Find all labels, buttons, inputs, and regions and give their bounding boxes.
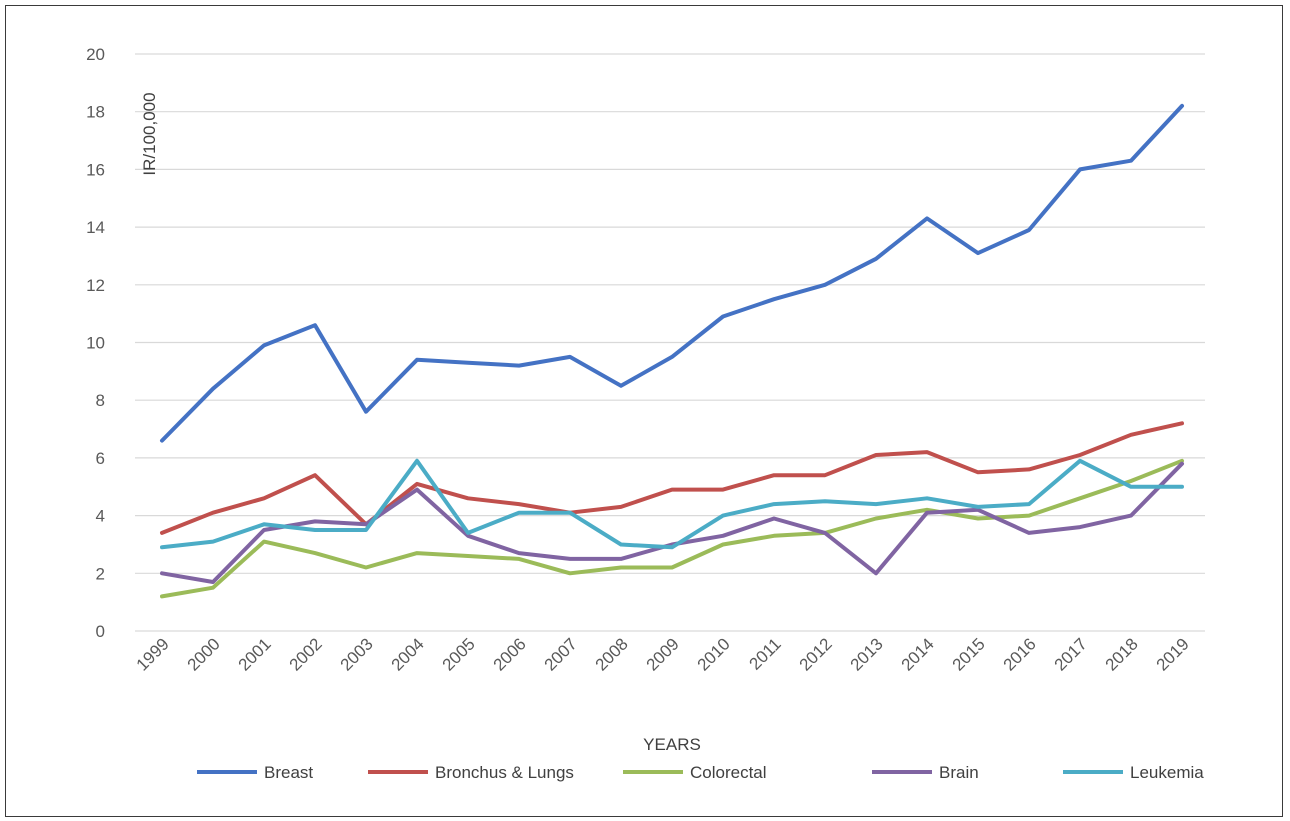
x-tick-label: 2006 [490,634,530,674]
gridlines [135,53,1205,632]
x-tick-label: 2002 [286,634,326,674]
x-tick-label: 2014 [898,634,938,674]
series-line-breast [160,103,1184,443]
series-line-colorectal [160,458,1184,599]
legend-label: Colorectal [690,763,767,782]
y-axis-ticks: 0 2 4 6 8 10 12 14 16 18 20 [86,45,105,641]
legend: Breast Bronchus & Lungs Colorectal Brain Leu… [197,763,1204,782]
y-tick-label: 4 [96,507,105,526]
series-line-bronchus-lungs [160,421,1184,535]
legend-label: Leukemia [1130,763,1204,782]
y-tick-label: 0 [96,622,105,641]
x-tick-label: 2004 [388,634,428,674]
x-axis-title: YEARS [643,735,701,754]
x-tick-label: 1999 [133,634,173,674]
x-tick-label: 2007 [541,634,581,674]
legend-label: Bronchus & Lungs [435,763,574,782]
x-tick-label: 2008 [592,634,632,674]
y-tick-label: 16 [86,160,105,179]
x-tick-label: 2019 [1153,634,1193,674]
y-tick-label: 14 [86,218,105,237]
y-tick-label: 6 [96,449,105,468]
x-tick-label: 2001 [235,634,275,674]
y-tick-label: 18 [86,103,105,122]
x-tick-label: 2009 [643,634,683,674]
legend-label: Brain [939,763,979,782]
x-tick-label: 2017 [1051,634,1091,674]
x-tick-label: 2000 [184,634,224,674]
legend-label: Breast [264,763,313,782]
y-tick-label: 12 [86,276,105,295]
chart-frame [5,5,1283,817]
y-tick-label: 10 [86,334,105,353]
x-tick-label: 2015 [949,634,989,674]
y-tick-label: 8 [96,391,105,410]
x-axis-ticks: 1999 2000 2001 2002 2003 2004 2005 2006 2007 2008… [133,634,1193,674]
x-tick-label: 2005 [439,634,479,674]
x-tick-label: 2013 [847,634,887,674]
x-tick-label: 2012 [796,634,836,674]
x-tick-label: 2018 [1102,634,1142,674]
y-tick-label: 20 [86,45,105,64]
y-axis-title: IR/100,000 [140,92,159,175]
x-tick-label: 2010 [694,634,734,674]
series-line-brain [160,461,1184,584]
x-tick-label: 2016 [1000,634,1040,674]
series-line-leukemia [160,458,1184,550]
y-tick-label: 2 [96,564,105,583]
series-lines [160,103,1184,599]
x-tick-label: 2003 [337,634,377,674]
x-tick-label: 2011 [746,634,785,673]
